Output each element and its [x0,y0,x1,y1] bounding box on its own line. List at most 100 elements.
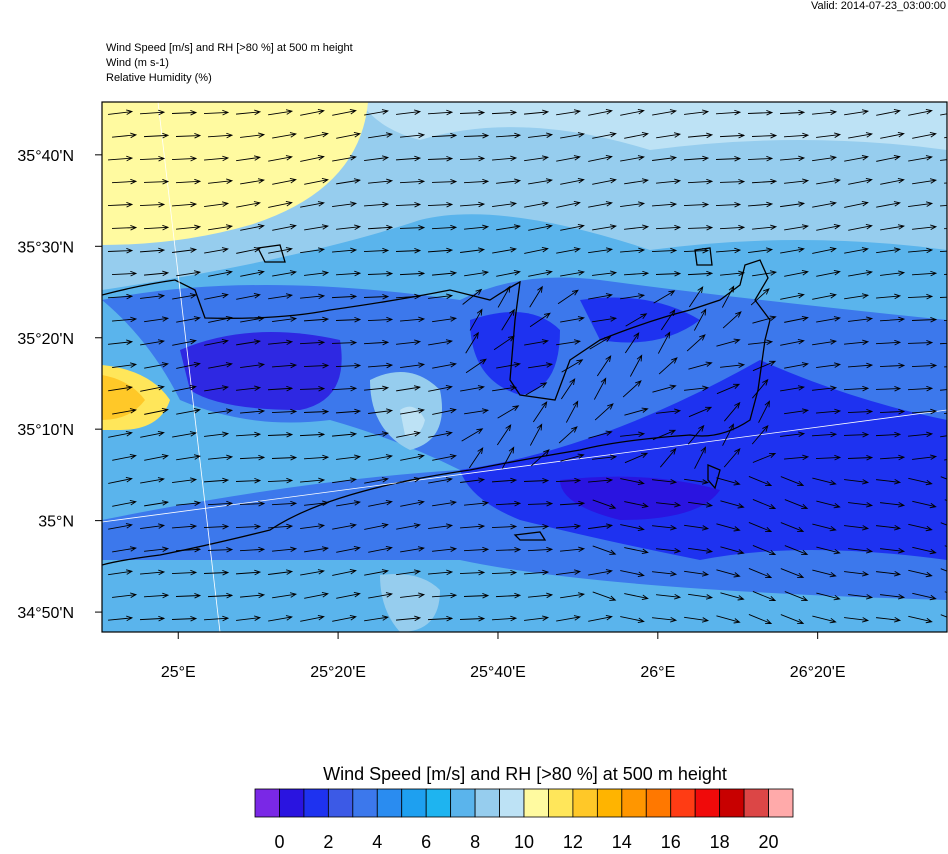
wind-arrow [876,617,902,623]
wind-arrow [719,132,746,139]
wind-arrow [525,382,548,396]
wind-arrow [368,132,394,139]
wind-arrow [912,132,937,139]
wind-arrow [752,315,777,324]
wind-arrow [300,523,326,530]
wind-arrow [652,201,678,208]
colorbar-box [425,788,452,818]
wind-arrow [176,224,202,231]
wind-arrow [752,499,777,510]
wind-arrows [107,108,947,625]
wind-arrow [400,592,426,598]
wind-arrow [592,131,617,139]
wind-arrow [208,178,234,185]
wind-arrow [172,293,197,300]
wind-arrow [144,407,169,415]
wind-arrow [267,477,294,484]
wind-arrow [748,568,773,579]
wind-arrow [940,476,947,480]
wind-arrow [208,315,233,323]
wind-arrow [688,547,714,554]
wind-arrow [528,132,554,138]
y-tick-label: 35°40'N [17,148,74,165]
wind-arrow [588,430,613,439]
y-tick-label: 35°N [38,514,74,531]
wind-arrow [463,178,490,185]
wind-arrow [495,592,522,599]
wind-arrow [240,132,266,138]
wind-arrow [203,569,230,576]
wind-arrow [207,546,234,553]
wind-arrow [336,500,361,507]
wind-arrow [364,155,390,161]
wind-arrow [460,523,486,530]
wind-arrow [172,385,197,392]
wind-arrow [468,447,484,469]
wind-arrow [236,201,261,208]
wind-arrow [940,614,947,618]
wind-arrow [268,155,293,162]
wind-arrow [207,132,234,139]
wind-arrow [367,224,394,231]
wind-arrow [460,201,486,208]
wind-arrow [268,569,294,575]
wind-arrow [139,155,166,162]
wind-arrow [560,178,585,185]
wind-arrow [336,178,361,185]
wind-arrow [112,453,137,461]
wind-arrow [658,357,678,375]
wind-arrow [332,477,358,484]
wind-arrow [721,285,735,308]
wind-arrow [364,385,390,392]
wind-arrow [752,270,778,277]
wind-arrow [492,155,518,162]
wind-arrow [844,339,870,346]
wind-arrow [751,378,769,399]
wind-arrow [912,500,937,509]
wind-arrow [204,201,230,208]
wind-arrow [304,592,329,599]
wind-arrow [496,270,521,277]
wind-arrow [272,178,297,185]
wind-arrow [780,339,805,346]
wind-arrow [844,525,870,531]
wind-arrow [300,201,325,208]
wind-arrow [688,593,714,600]
wind-arrow [656,501,682,508]
wind-arrow [400,500,425,507]
wind-arrow [784,315,809,323]
wind-arrow [491,523,518,530]
colorbar-tick-label: 6 [421,832,431,852]
wind-arrow [876,479,902,485]
wind-arrow [816,592,841,601]
wind-arrow [752,545,777,556]
wind-arrow [272,132,297,139]
wind-arrow [112,408,137,415]
subtitle: Relative Humidity (%) [106,72,212,84]
y-tick-label: 35°10'N [17,422,74,439]
wind-arrow [203,109,230,116]
wind-arrow [624,547,649,555]
wind-arrow [240,408,266,415]
wind-arrow [620,201,646,208]
wind-arrow [748,476,773,487]
wind-arrow [589,336,612,350]
wind-arrow [879,316,906,323]
wind-arrow [528,224,553,231]
wind-arrow [139,201,166,208]
wind-arrow [560,546,586,553]
wind-arrow [784,499,809,509]
wind-arrow [240,316,265,323]
wind-arrow [303,454,330,461]
wind-arrow [620,431,646,438]
wind-arrow [780,568,805,578]
colorbar-box [548,788,574,818]
wind-arrow [399,178,426,185]
wind-arrow [622,380,642,398]
wind-arrow [843,431,870,438]
wind-arrow [176,454,202,461]
wind-arrow [299,431,326,438]
wind-arrow [204,155,230,162]
wind-arrow [780,385,805,392]
x-tick-label: 25°E [161,664,196,681]
